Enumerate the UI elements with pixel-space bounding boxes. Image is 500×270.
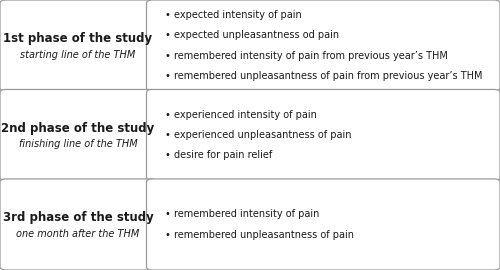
Text: starting line of the THM: starting line of the THM [20,50,136,60]
Text: • experienced intensity of pain: • experienced intensity of pain [165,110,317,120]
FancyBboxPatch shape [0,89,156,181]
Text: 3rd phase of the study: 3rd phase of the study [2,211,154,224]
FancyBboxPatch shape [146,89,500,181]
Text: • desire for pain relief: • desire for pain relief [165,150,272,160]
FancyBboxPatch shape [0,179,156,270]
Text: 2nd phase of the study: 2nd phase of the study [2,122,154,135]
FancyBboxPatch shape [146,0,500,91]
Text: finishing line of the THM: finishing line of the THM [18,139,138,150]
Text: 1st phase of the study: 1st phase of the study [4,32,152,45]
Text: • remembered intensity of pain: • remembered intensity of pain [165,209,320,219]
Text: • experienced unpleasantness of pain: • experienced unpleasantness of pain [165,130,352,140]
FancyBboxPatch shape [146,179,500,270]
Text: • remembered unpleasantness of pain: • remembered unpleasantness of pain [165,230,354,239]
Text: • expected unpleasantness od pain: • expected unpleasantness od pain [165,31,339,40]
Text: • expected intensity of pain: • expected intensity of pain [165,10,302,20]
Text: one month after the THM: one month after the THM [16,229,140,239]
Text: • remembered unpleasantness of pain from previous year’s THM: • remembered unpleasantness of pain from… [165,71,482,81]
FancyBboxPatch shape [0,0,156,91]
Text: • remembered intensity of pain from previous year’s THM: • remembered intensity of pain from prev… [165,51,448,61]
